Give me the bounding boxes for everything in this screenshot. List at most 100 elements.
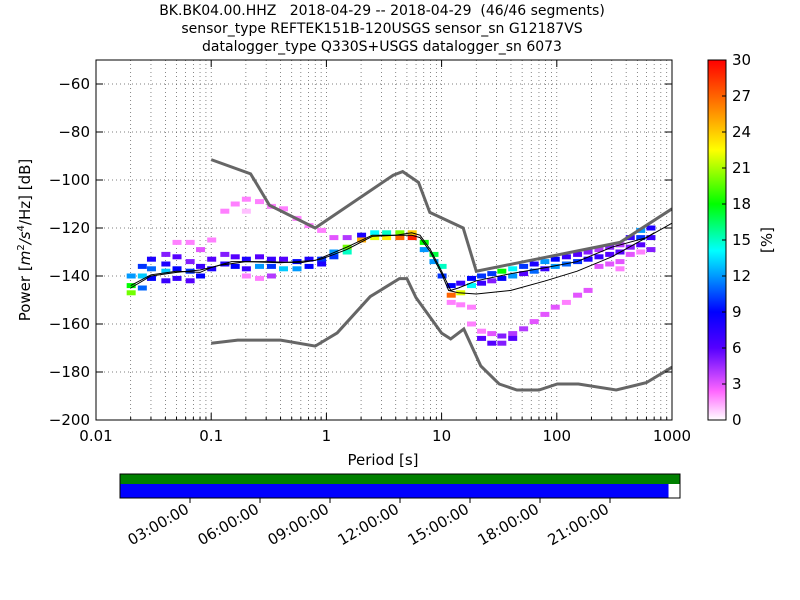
pdf-cell: [266, 256, 276, 262]
x-axis-label: Period [s]: [347, 451, 418, 469]
pdf-cell: [395, 235, 405, 241]
x-tick-label: 1000: [653, 427, 691, 445]
pdf-cell: [230, 201, 240, 207]
pdf-cell: [266, 273, 276, 279]
pdf-cell: [137, 263, 147, 269]
pdf-cell: [220, 208, 230, 214]
colorbar-tick-label: 0: [732, 411, 742, 429]
pdf-cell: [266, 263, 276, 269]
colorbar-tick-label: 18: [732, 195, 751, 213]
pdf-cell: [561, 254, 571, 260]
colorbar-tick-label: 6: [732, 339, 742, 357]
y-tick-label: −80: [58, 123, 90, 141]
pdf-cell: [487, 331, 497, 337]
pdf-cell: [172, 266, 182, 272]
pdf-cell: [161, 261, 171, 267]
pdf-cell: [636, 242, 646, 248]
pdf-cell: [573, 251, 583, 257]
pdf-cell: [636, 235, 646, 241]
x-tick-label: 10: [432, 427, 451, 445]
time-tick-label: 15:00:00: [405, 500, 472, 549]
x-tick-label: 0.01: [79, 427, 112, 445]
pdf-cell: [241, 266, 251, 272]
pdf-cell: [382, 235, 392, 241]
pdf-cell: [615, 259, 625, 265]
pdf-cell: [407, 235, 417, 241]
y-axis-label: Power [m2/s4/Hz] [dB]: [16, 159, 34, 322]
pdf-cell: [137, 273, 147, 279]
pdf-cell: [583, 256, 593, 262]
plot-frame: [95, 59, 673, 421]
time-tick-label: 06:00:00: [195, 500, 262, 549]
time-tick-label: 03:00:00: [125, 500, 192, 549]
pdf-cell: [146, 256, 156, 262]
pdf-cell: [508, 273, 518, 279]
y-tick-label: −200: [49, 411, 90, 429]
pdf-cell: [497, 340, 507, 346]
time-tick-label: 09:00:00: [265, 500, 332, 549]
pdf-cell: [137, 285, 147, 291]
pdf-cell: [540, 311, 550, 317]
pdf-cell: [230, 263, 240, 269]
pdf-cell: [370, 230, 380, 236]
y-tick-label: −60: [58, 75, 90, 93]
pdf-cell: [329, 235, 339, 241]
pdf-cell: [605, 244, 615, 250]
pdf-cell: [241, 208, 251, 214]
pdf-cell: [477, 273, 487, 279]
pdf-cell: [429, 259, 439, 265]
pdf-cell: [487, 340, 497, 346]
pdf-cell: [196, 273, 206, 279]
pdf-cell: [467, 275, 477, 281]
y-tick-label: −180: [49, 363, 90, 381]
pdf-cell: [446, 299, 456, 305]
time-tick-label: 21:00:00: [545, 500, 612, 549]
pdf-cell: [146, 266, 156, 272]
mode-curve: [130, 232, 655, 292]
pdf-cell: [161, 268, 171, 274]
pdf-cell: [126, 273, 136, 279]
pdf-cell: [196, 263, 206, 269]
pdf-cell: [561, 299, 571, 305]
chart-title-line-1: BK.BK04.00.HHZ 2018-04-29 -- 2018-04-29 …: [159, 3, 605, 19]
pdf-cell: [636, 249, 646, 255]
pdf-cell: [382, 230, 392, 236]
pdf-cell: [594, 254, 604, 260]
x-tick-label: 1: [322, 427, 332, 445]
pdf-cell: [646, 235, 656, 241]
pdf-cell: [625, 235, 635, 241]
pdf-cell: [497, 275, 507, 281]
pdf-cell: [615, 266, 625, 272]
pdf-cell: [540, 259, 550, 265]
pdf-cell: [646, 225, 656, 231]
pdf-cell: [329, 254, 339, 260]
pdf-cell: [241, 256, 251, 262]
pdf-cell: [529, 319, 539, 325]
pdf-cell: [255, 275, 265, 281]
pdf-cell: [207, 256, 217, 262]
pdf-cell: [519, 263, 529, 269]
pdf-cell: [357, 232, 367, 238]
pdf-cell: [278, 266, 288, 272]
y-tick-label: −160: [49, 315, 90, 333]
pdf-cell: [497, 333, 507, 339]
pdf-cell: [477, 328, 487, 334]
pdf-cell: [437, 263, 447, 269]
colorbar-tick-label: 21: [732, 159, 751, 177]
pdf-cell: [583, 249, 593, 255]
pdf-cell: [395, 230, 405, 236]
pdf-cell: [467, 283, 477, 289]
pdf-cell: [594, 247, 604, 253]
pdf-cell: [342, 235, 352, 241]
curves: [130, 158, 672, 392]
pdf-cell: [172, 254, 182, 260]
time-tick-label: 18:00:00: [475, 500, 542, 549]
pdf-cell: [172, 275, 182, 281]
pdf-cell: [172, 239, 182, 245]
pdf-cell: [594, 263, 604, 269]
colorbar-ticks: 0 3 6 9 12 15 18 21 24 27 30: [722, 51, 751, 429]
pdf-cell: [255, 199, 265, 205]
axes: 0.01 0.1 1 10 100 1000 −200 −180 −160 −140 −120 −10…: [49, 60, 691, 445]
pdf-cell: [329, 249, 339, 255]
